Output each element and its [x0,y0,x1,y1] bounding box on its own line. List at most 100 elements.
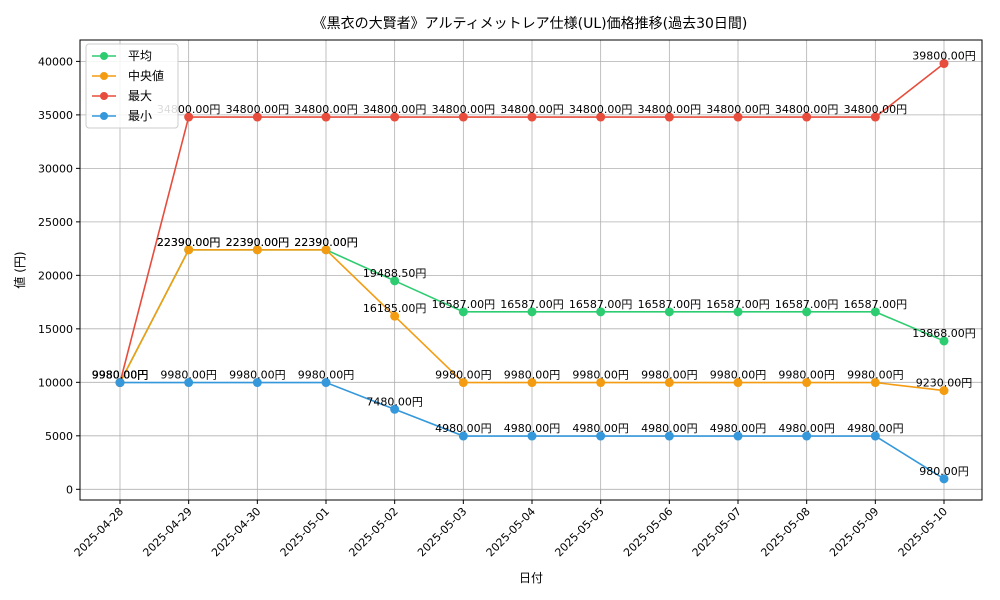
data-label: 34800.00円 [706,103,770,116]
data-label: 34800.00円 [226,103,290,116]
data-point [321,112,331,122]
data-point [252,245,262,255]
x-tick-label: 2025-05-04 [484,505,538,559]
y-tick-label: 40000 [38,55,73,68]
data-label: 16587.00円 [638,298,702,311]
data-point [184,245,194,255]
legend-marker [100,112,108,120]
data-label: 16587.00円 [844,298,908,311]
data-label: 22390.00円 [226,236,290,249]
data-label: 7480.00円 [366,395,423,408]
data-point [733,378,743,388]
x-tick-label: 2025-05-10 [896,505,950,559]
data-point [939,474,949,484]
data-point [802,112,812,122]
data-label: 4980.00円 [847,422,904,435]
series-layer [115,59,949,484]
data-point [458,378,468,388]
data-point [939,386,949,396]
data-label: 34800.00円 [638,103,702,116]
data-label: 9980.00円 [847,369,904,382]
data-point [596,378,606,388]
y-axis-label: 値 (円) [12,251,27,288]
data-label: 34800.00円 [363,103,427,116]
y-tick-label: 30000 [38,162,73,175]
data-label: 34800.00円 [844,103,908,116]
legend-entry: 中央値 [128,68,164,83]
legend-box [85,43,179,129]
y-tick-label: 25000 [38,216,73,229]
x-tick-label: 2025-05-06 [621,505,675,559]
x-tick-label: 2025-04-30 [209,505,263,559]
data-point [939,59,949,69]
data-point [596,307,606,317]
data-label: 39800.00円 [912,50,976,63]
y-tick-label: 35000 [38,109,73,122]
x-tick-label: 2025-05-05 [552,505,606,559]
y-tick-label: 20000 [38,269,73,282]
data-label: 13868.00円 [912,327,976,340]
data-point [664,307,674,317]
data-point [870,378,880,388]
data-point [939,336,949,346]
data-point [321,245,331,255]
legend-marker [100,72,108,80]
data-point [870,307,880,317]
data-label: 22390.00円 [157,236,221,249]
data-point [458,307,468,317]
data-label: 9980.00円 [92,369,149,382]
x-tick-label: 2025-04-28 [72,505,126,559]
data-point [870,431,880,441]
data-label: 34800.00円 [500,103,564,116]
data-point [802,378,812,388]
y-tick-label: 15000 [38,323,73,336]
data-label: 22390.00円 [294,236,358,249]
data-label: 16587.00円 [432,298,496,311]
data-label: 4980.00円 [572,422,629,435]
data-label: 16587.00円 [569,298,633,311]
x-tick-label: 2025-05-01 [278,505,332,559]
data-point [252,378,262,388]
data-point [390,112,400,122]
data-label: 9980.00円 [92,369,149,382]
x-axis-ticks: 2025-04-28 2025-04-29 2025-04-30 2025-05-01… [72,500,950,559]
data-label: 980.00円 [919,465,969,478]
y-axis-ticks: 0 5000 10000 15000 20000 25000 30000 35000 40000 [38,55,80,496]
y-tick-label: 10000 [38,376,73,389]
data-label: 9980.00円 [160,369,217,382]
data-point [458,431,468,441]
legend-marker [100,92,108,100]
data-label: 16587.00円 [706,298,770,311]
data-label: 34800.00円 [569,103,633,116]
data-label: 34800.00円 [775,103,839,116]
data-label: 4980.00円 [778,422,835,435]
data-point [733,431,743,441]
legend-entry: 最大 [128,89,152,103]
legend-entry: 最小 [128,109,152,123]
data-label: 16185.00円 [363,302,427,315]
x-tick-label: 2025-05-03 [415,505,469,559]
data-label: 9980.00円 [298,369,355,382]
data-point [390,276,400,286]
data-point [802,307,812,317]
data-point [527,431,537,441]
data-point [527,112,537,122]
data-label: 9980.00円 [92,369,149,382]
data-label: 4980.00円 [504,422,561,435]
x-tick-label: 2025-05-07 [690,505,744,559]
data-label: 9980.00円 [504,369,561,382]
data-label: 4980.00円 [435,422,492,435]
data-point [115,378,125,388]
data-label: 9980.00円 [572,369,629,382]
data-label: 22390.00円 [157,236,221,249]
data-label-layer: 9980.00円 22390.00円 22390.00円 22390.00円 19488… [92,50,976,478]
data-label: 34800.00円 [294,103,358,116]
data-point [802,431,812,441]
legend-entry: 平均 [128,49,152,63]
data-point [596,431,606,441]
data-label: 19488.50円 [363,267,427,280]
chart-title: 《黒衣の大賢者》アルティメットレア仕様(UL)価格推移(過去30日間) [313,16,748,32]
data-point [321,378,331,388]
data-point [733,112,743,122]
